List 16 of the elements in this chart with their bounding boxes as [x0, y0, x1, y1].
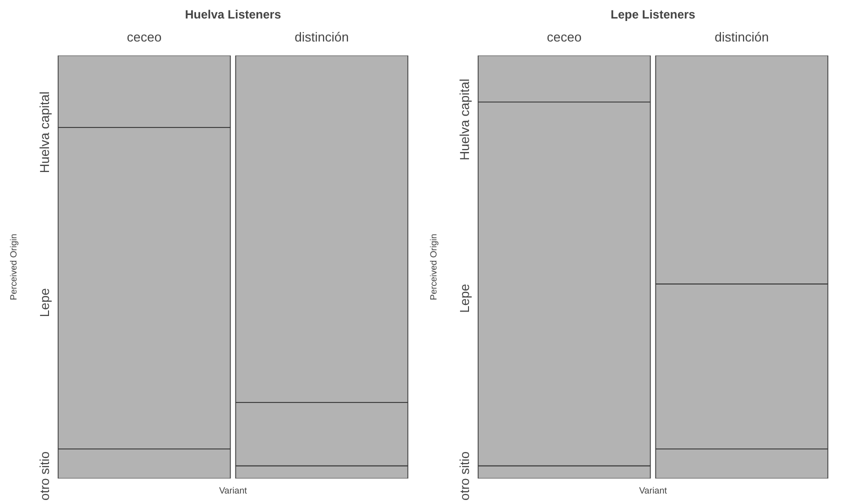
text: otro sitio: [457, 451, 472, 500]
text: Huelva capital: [457, 78, 472, 160]
y-axis-title: Perceived Origin: [428, 234, 438, 300]
text: Lepe: [457, 284, 472, 313]
x-tick-label: distinción: [714, 30, 769, 44]
y-axis-title: Perceived Origin: [8, 234, 18, 300]
text: Huelva capital: [37, 91, 52, 174]
chart-title: Huelva Listeners: [184, 8, 282, 22]
text: otro sitio: [37, 451, 52, 500]
x-axis-title: Variant: [639, 486, 668, 496]
x-tick-label: distinción: [294, 30, 349, 44]
x-tick-label: ceceo: [126, 30, 162, 44]
x-axis-title: Variant: [219, 486, 248, 496]
x-tick-label: ceceo: [546, 30, 582, 44]
text: Lepe: [37, 288, 52, 318]
chart-title: Lepe Listeners: [610, 8, 696, 22]
